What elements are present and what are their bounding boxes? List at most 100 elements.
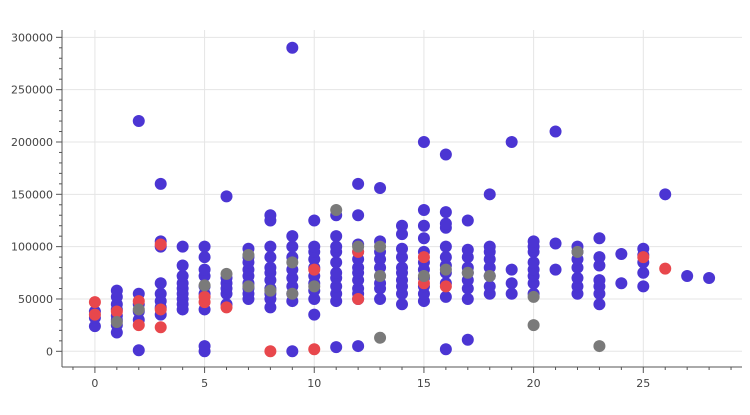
data-point — [88, 320, 101, 333]
data-point — [352, 282, 365, 295]
data-point — [505, 135, 518, 148]
data-point — [352, 292, 365, 305]
data-point — [417, 135, 430, 148]
data-point — [352, 240, 365, 253]
data-point — [330, 266, 343, 279]
data-point — [198, 263, 211, 276]
y-tick-label: 200000 — [11, 136, 53, 149]
data-point — [703, 272, 716, 285]
data-point — [571, 245, 584, 258]
data-point — [330, 204, 343, 217]
data-point — [110, 315, 123, 328]
data-point — [198, 279, 211, 292]
data-point — [132, 303, 145, 316]
data-point — [330, 341, 343, 354]
data-point — [198, 340, 211, 353]
data-point — [198, 251, 211, 264]
data-point — [461, 292, 474, 305]
data-point — [483, 188, 496, 201]
data-point — [176, 240, 189, 253]
data-point — [461, 333, 474, 346]
data-point — [154, 287, 167, 300]
data-point — [417, 204, 430, 217]
data-point — [374, 269, 387, 282]
data-point — [571, 272, 584, 285]
data-point — [396, 242, 408, 255]
data-point — [308, 280, 321, 293]
data-point — [88, 296, 101, 309]
data-point — [571, 261, 584, 274]
data-point — [286, 345, 299, 358]
x-tick-label: 5 — [201, 377, 208, 390]
data-point — [286, 287, 299, 300]
data-point — [483, 280, 496, 293]
data-point — [286, 240, 299, 253]
data-point — [242, 249, 255, 262]
data-point — [154, 321, 167, 334]
data-point — [154, 277, 167, 290]
data-point — [593, 274, 606, 287]
data-point — [439, 240, 452, 253]
data-point — [439, 251, 452, 264]
data-point — [659, 262, 672, 275]
data-point — [396, 228, 408, 241]
y-tick-label: 250000 — [11, 84, 53, 97]
data-point — [439, 343, 452, 356]
data-point — [439, 290, 452, 303]
data-point — [505, 263, 518, 276]
data-point — [242, 280, 255, 293]
x-tick-label: 15 — [417, 377, 431, 390]
x-tick-label: 10 — [307, 377, 321, 390]
data-point — [461, 282, 474, 295]
data-point — [264, 240, 277, 253]
data-point — [549, 125, 562, 138]
data-point — [483, 269, 496, 282]
data-point — [154, 238, 167, 251]
data-point — [286, 272, 299, 285]
data-point — [593, 340, 606, 353]
data-point — [374, 182, 387, 195]
data-point — [396, 219, 408, 232]
data-point — [220, 190, 233, 203]
data-point — [615, 247, 628, 260]
data-point — [483, 261, 496, 274]
data-point — [198, 290, 211, 303]
data-point — [681, 269, 694, 282]
y-tick-label: 0 — [46, 345, 53, 358]
data-point — [417, 251, 430, 264]
data-point — [505, 277, 518, 290]
data-point — [417, 269, 430, 282]
data-point — [615, 277, 628, 290]
data-point — [374, 240, 387, 253]
y-tick-label: 100000 — [11, 241, 53, 254]
data-point — [374, 292, 387, 305]
data-point — [637, 242, 650, 255]
data-point — [527, 290, 540, 303]
data-point — [330, 230, 343, 243]
data-point — [571, 280, 584, 293]
data-point — [132, 295, 145, 308]
data-point — [308, 292, 321, 305]
data-point — [439, 217, 452, 230]
data-point — [461, 214, 474, 227]
data-point — [352, 261, 365, 274]
data-point — [505, 287, 518, 300]
data-point — [417, 219, 430, 232]
data-point — [132, 115, 145, 128]
data-point — [659, 188, 672, 201]
data-point — [417, 232, 430, 245]
data-point — [308, 240, 321, 253]
data-point — [593, 298, 606, 311]
data-point — [110, 305, 123, 318]
data-point — [330, 240, 343, 253]
data-point — [264, 251, 277, 264]
data-point — [286, 41, 299, 54]
data-point — [154, 177, 167, 190]
data-point — [220, 267, 233, 280]
data-point — [286, 256, 299, 269]
data-point — [352, 340, 365, 353]
data-point — [593, 259, 606, 272]
y-tick-label: 300000 — [11, 31, 53, 44]
data-point — [220, 301, 233, 314]
data-point — [637, 280, 650, 293]
